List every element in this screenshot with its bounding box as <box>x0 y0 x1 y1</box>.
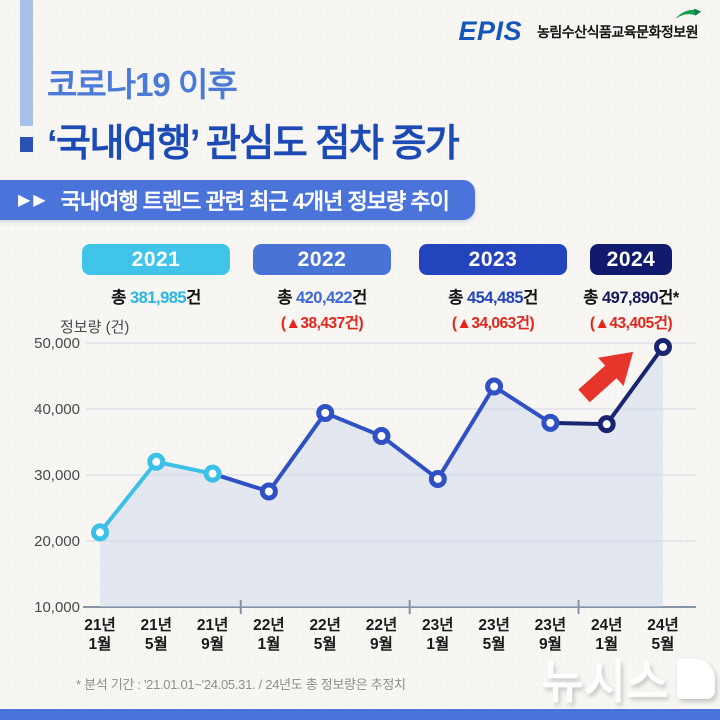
total-count: 총 454,485건 <box>448 289 538 307</box>
delta-count: (▲38,437건) <box>280 315 364 332</box>
svg-text:20,000: 20,000 <box>34 533 80 550</box>
delta-count: (▲43,405건) <box>589 315 673 332</box>
page-title-line2: ‘국내여행’ 관심도 점차 증가 <box>47 123 460 165</box>
total-count: 총 497,890건* <box>583 289 679 307</box>
year-badge: 2024 <box>590 244 672 275</box>
epis-logo: EPIS 농림수산식품교육문화정보원 <box>458 8 701 47</box>
title-accent-bar <box>20 0 33 126</box>
total-count: 총 381,985건 <box>111 289 201 307</box>
play-arrows-icon: ▶▶ <box>18 192 49 209</box>
year-badge: 2021 <box>82 244 230 275</box>
year-card-2024: 2024 총 497,890건* (▲43,405건) <box>546 244 716 333</box>
svg-text:40,000: 40,000 <box>34 401 80 418</box>
page-title: 코로나19 이후 ‘국내여행’ 관심도 점차 증가 <box>47 58 460 167</box>
newsis-watermark-text: 뉴시스 <box>542 657 670 708</box>
year-badge: 2023 <box>419 244 567 275</box>
section-banner-label: 국내여행 트렌드 관련 최근 4개년 정보량 추이 <box>60 189 450 214</box>
analysis-period-footnote: * 분석 기간 : '21.01.01~'24.05.31. / 24년도 총 … <box>76 677 406 692</box>
bottom-accent-bar <box>0 709 720 720</box>
newsis-watermark: 뉴시스 <box>542 646 716 711</box>
total-count: 총 420,422건 <box>277 289 367 307</box>
svg-text:10,000: 10,000 <box>34 599 80 616</box>
svg-text:50,000: 50,000 <box>34 335 80 352</box>
title-accent-square <box>20 137 33 152</box>
org-name: 농림수산식품교육문화정보원 <box>537 23 698 40</box>
page-title-line1: 코로나19 이후 <box>47 66 238 103</box>
section-banner: ▶▶ 국내여행 트렌드 관련 최근 4개년 정보량 추이 <box>0 180 475 220</box>
svg-text:정보량 (건): 정보량 (건) <box>60 319 129 336</box>
epis-swoosh-icon <box>675 8 701 19</box>
year-card-2023: 2023 총 454,485건 (▲34,063건) <box>408 244 578 333</box>
trend-line-chart: 10,000 20,000 30,000 40,000 50,000 정보량 (건) 21년… <box>0 318 720 668</box>
delta-count: (▲34,063건) <box>451 315 535 332</box>
svg-text:30,000: 30,000 <box>34 467 80 484</box>
epis-logo-text: EPIS <box>458 16 523 46</box>
year-card-2022: 2022 총 420,422건 (▲38,437건) <box>237 244 407 333</box>
year-badge: 2022 <box>253 244 391 275</box>
newsis-logo-shape <box>677 658 716 699</box>
year-card-2021: 2021 총 381,985건 <box>71 244 241 308</box>
